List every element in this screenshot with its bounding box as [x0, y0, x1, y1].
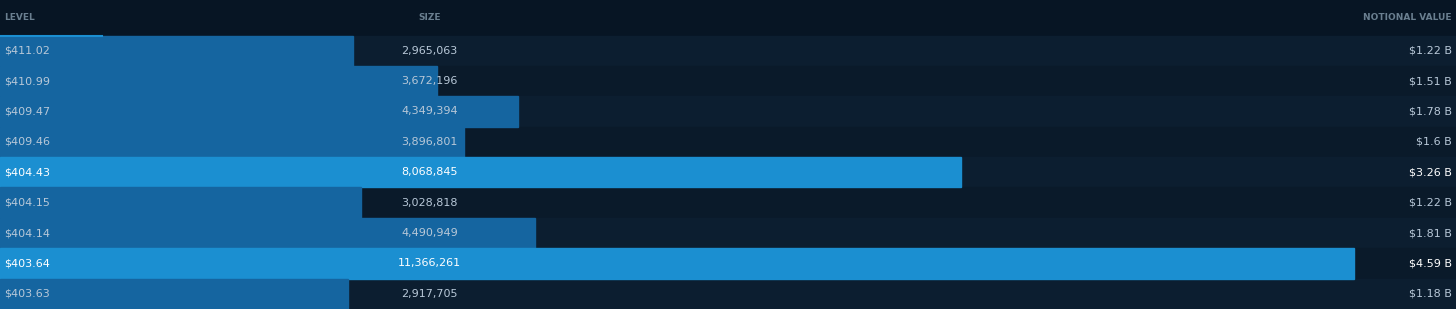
Text: $1.22 B: $1.22 B [1408, 198, 1452, 208]
Bar [0, 36, 354, 66]
Text: $410.99: $410.99 [4, 76, 51, 86]
Bar [0, 218, 1456, 248]
Text: $409.46: $409.46 [4, 137, 51, 147]
Bar [0, 66, 437, 96]
Text: LEVEL: LEVEL [4, 13, 35, 22]
Text: $404.43: $404.43 [4, 167, 51, 177]
Text: $411.02: $411.02 [4, 46, 51, 56]
Text: $403.63: $403.63 [4, 289, 50, 299]
Text: 8,068,845: 8,068,845 [402, 167, 457, 177]
Text: $1.18 B: $1.18 B [1409, 289, 1452, 299]
Bar [0, 127, 464, 157]
Bar [0, 218, 534, 248]
Bar [0, 188, 361, 218]
Text: 3,896,801: 3,896,801 [402, 137, 457, 147]
Text: 3,028,818: 3,028,818 [402, 198, 457, 208]
Bar [0, 157, 961, 188]
Text: $409.47: $409.47 [4, 107, 51, 116]
Text: SIZE: SIZE [418, 13, 441, 22]
Text: $1.6 B: $1.6 B [1415, 137, 1452, 147]
Bar [0, 188, 1456, 218]
Text: $1.51 B: $1.51 B [1409, 76, 1452, 86]
Bar [0, 279, 348, 309]
Text: 4,490,949: 4,490,949 [402, 228, 457, 238]
Text: $403.64: $403.64 [4, 258, 51, 269]
Text: $4.59 B: $4.59 B [1408, 258, 1452, 269]
Bar [0, 248, 1456, 279]
Bar [0, 36, 1456, 66]
Bar [0, 157, 1456, 188]
Text: $404.15: $404.15 [4, 198, 51, 208]
Bar [0, 66, 1456, 96]
Text: 2,965,063: 2,965,063 [402, 46, 457, 56]
Text: 4,349,394: 4,349,394 [402, 107, 457, 116]
Text: $1.81 B: $1.81 B [1409, 228, 1452, 238]
Text: NOTIONAL VALUE: NOTIONAL VALUE [1363, 13, 1452, 22]
Bar [0, 127, 1456, 157]
Text: $1.78 B: $1.78 B [1408, 107, 1452, 116]
Text: 2,917,705: 2,917,705 [402, 289, 457, 299]
Text: $1.22 B: $1.22 B [1408, 46, 1452, 56]
Bar [0, 96, 518, 127]
Text: $3.26 B: $3.26 B [1409, 167, 1452, 177]
Bar [0, 248, 1354, 279]
Text: 11,366,261: 11,366,261 [397, 258, 462, 269]
Text: $404.14: $404.14 [4, 228, 51, 238]
Bar [0, 0, 1456, 36]
Bar [0, 279, 1456, 309]
Bar [0, 96, 1456, 127]
Text: 3,672,196: 3,672,196 [402, 76, 457, 86]
